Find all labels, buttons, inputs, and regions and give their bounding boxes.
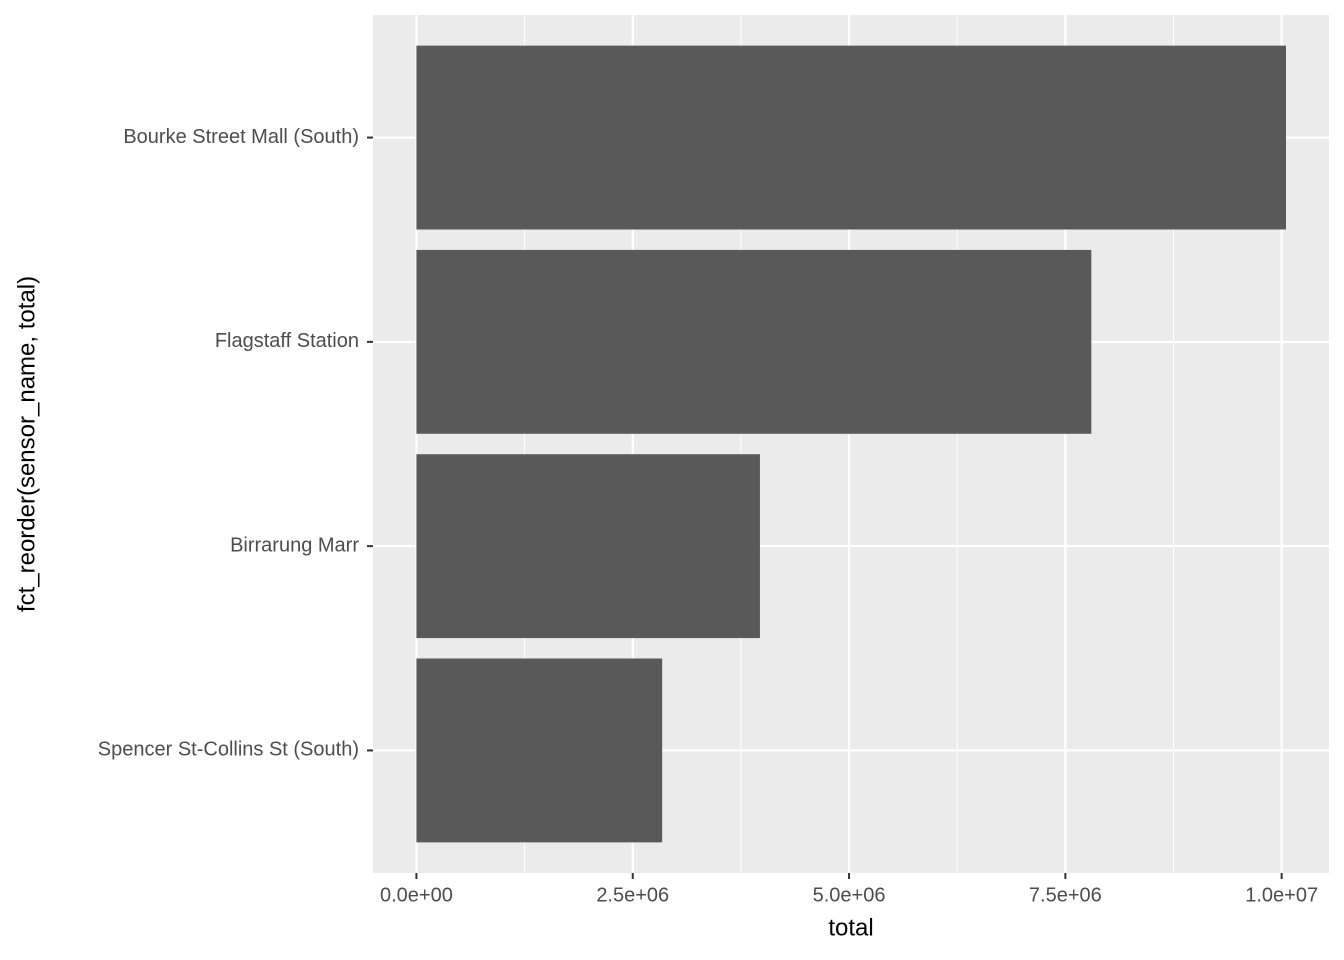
x-tick-label: 2.5e+06 bbox=[596, 884, 669, 906]
x-tick-label: 7.5e+06 bbox=[1029, 884, 1102, 906]
bars bbox=[416, 45, 1286, 843]
x-tick-label: 0.0e+00 bbox=[380, 884, 453, 906]
x-axis-title: total bbox=[828, 914, 873, 941]
x-tick-label: 1.0e+07 bbox=[1245, 884, 1318, 906]
y-tick-label: Flagstaff Station bbox=[215, 330, 359, 352]
y-tick-label: Spencer St-Collins St (South) bbox=[98, 739, 359, 761]
x-tick-label: 5.0e+06 bbox=[813, 884, 886, 906]
bar bbox=[416, 45, 1286, 230]
bar bbox=[416, 658, 663, 843]
bar bbox=[416, 454, 760, 639]
y-tick-label: Bourke Street Mall (South) bbox=[123, 126, 359, 148]
bar bbox=[416, 249, 1092, 434]
y-tick-label: Birrarung Marr bbox=[230, 534, 359, 556]
y-axis-title: fct_reorder(sensor_name, total) bbox=[13, 276, 40, 612]
